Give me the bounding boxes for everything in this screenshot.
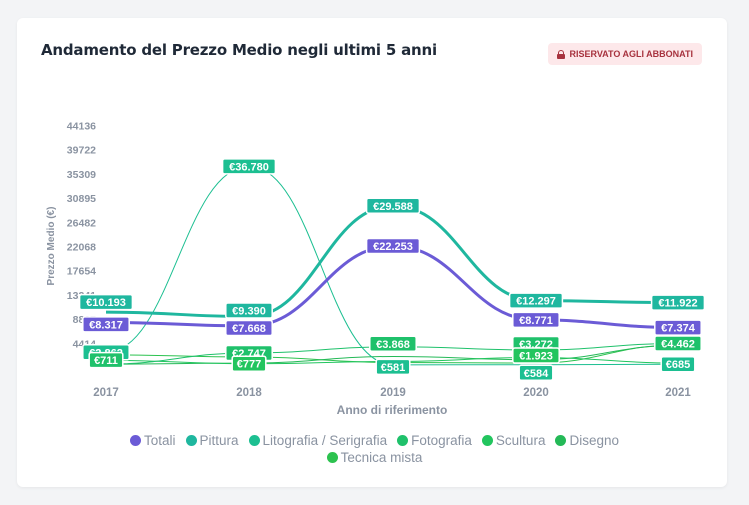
- series-line-pittura[interactable]: [105, 204, 679, 319]
- legend-item[interactable]: Scultura: [481, 433, 546, 448]
- legend-dot-icon: [326, 452, 338, 463]
- data-label: €581: [381, 362, 405, 374]
- legend-item[interactable]: Litografia / Serigrafia: [248, 433, 388, 448]
- data-label: €36.780: [229, 161, 269, 173]
- legend-item[interactable]: Totali: [130, 433, 176, 448]
- data-label: €10.193: [86, 297, 126, 309]
- x-tick-label: 2021: [665, 387, 691, 399]
- data-label-box: [78, 293, 134, 311]
- legend-label: Tecnica mista: [340, 450, 423, 465]
- data-label: €7.374: [661, 323, 696, 335]
- data-label-box: [369, 335, 417, 353]
- subscriber-badge-label: RISERVATO AGLI ABBONATI: [569, 49, 693, 59]
- series-line-litografia-serigrafia[interactable]: [105, 165, 679, 366]
- y-tick-label: 44136: [67, 121, 96, 133]
- legend-dot-icon: [481, 435, 493, 446]
- data-label-box: [650, 294, 706, 311]
- data-label: €12.297: [516, 296, 556, 308]
- data-label: €777: [237, 359, 261, 371]
- data-label-box: [225, 302, 273, 319]
- legend-item[interactable]: Fotografia: [397, 433, 472, 448]
- data-label-box: [512, 347, 560, 364]
- data-label: €8.771: [519, 315, 553, 327]
- data-label-box: [660, 355, 696, 373]
- y-tick-label: 22068: [67, 242, 96, 254]
- data-label: €584: [524, 368, 549, 380]
- data-label: €3.868: [376, 339, 410, 351]
- chart-title: Andamento del Prezzo Medio negli ultimi …: [41, 41, 437, 59]
- legend-item[interactable]: Disegno: [555, 433, 619, 448]
- data-label-box: [82, 316, 130, 333]
- data-label-box: [375, 358, 411, 376]
- data-label-box: [512, 311, 560, 329]
- y-axis-label: Prezzo Medio (€): [46, 207, 57, 286]
- data-label-box: [225, 319, 273, 337]
- data-label: €7.668: [232, 323, 266, 335]
- data-label-box: [365, 237, 421, 255]
- x-axis-label: Anno di riferimento: [337, 403, 448, 417]
- y-tick-label: 17654: [67, 266, 96, 278]
- data-label: €9.390: [232, 306, 266, 318]
- data-label: €11.922: [658, 298, 697, 310]
- legend-label: Pittura: [199, 433, 239, 448]
- data-label: €1.923: [519, 350, 553, 362]
- legend-label: Disegno: [569, 433, 619, 448]
- y-tick-label: 26482: [67, 217, 96, 229]
- data-label-box: [518, 364, 554, 382]
- legend-item[interactable]: Tecnica mista: [326, 450, 423, 465]
- y-tick-label: 35309: [67, 169, 96, 181]
- data-label-box: [654, 319, 702, 336]
- data-label: €711: [94, 355, 118, 367]
- legend-item[interactable]: Pittura: [185, 433, 239, 448]
- data-label-box: [88, 351, 124, 369]
- x-tick-label: 2018: [236, 387, 262, 399]
- legend-label: Fotografia: [411, 433, 472, 448]
- lock-icon: [557, 49, 566, 59]
- data-label-box: [221, 158, 277, 175]
- data-label-box: [231, 355, 267, 372]
- x-tick-label: 2020: [523, 387, 549, 399]
- subscriber-badge[interactable]: RISERVATO AGLI ABBONATI: [548, 43, 702, 65]
- data-label-box: [508, 292, 564, 309]
- data-label: €29.588: [373, 201, 413, 213]
- data-label: €4.462: [661, 339, 695, 351]
- x-tick-label: 2019: [380, 387, 406, 399]
- data-label-box: [365, 197, 421, 215]
- legend-label: Scultura: [495, 433, 546, 448]
- chart-legend: Totali Pittura Litografia / Serigrafia Foto…: [0, 433, 749, 465]
- data-label-box: [654, 335, 702, 352]
- data-label: €685: [666, 359, 690, 371]
- x-tick-label: 2017: [93, 387, 119, 399]
- data-label: €22.253: [373, 241, 413, 253]
- y-tick-label: 39722: [67, 145, 96, 157]
- legend-dot-icon: [248, 435, 260, 446]
- legend-dot-icon: [555, 435, 567, 446]
- legend-dot-icon: [397, 435, 409, 446]
- data-label: €8.317: [89, 319, 123, 331]
- legend-label: Litografia / Serigrafia: [262, 433, 388, 448]
- legend-dot-icon: [130, 435, 141, 446]
- legend-label: Totali: [144, 433, 176, 448]
- legend-dot-icon: [185, 435, 197, 446]
- y-tick-label: 30895: [67, 193, 96, 205]
